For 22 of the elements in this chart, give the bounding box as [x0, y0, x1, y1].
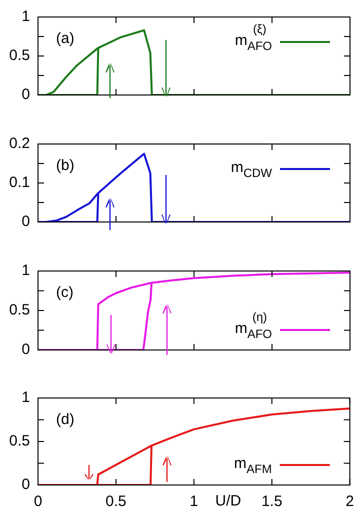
y-tick-label: 0.5	[9, 432, 30, 450]
x-tick-label: 1.5	[261, 493, 282, 510]
annotation: (c)	[56, 284, 74, 302]
y-tick-label: 0	[22, 341, 30, 358]
y-tick-label: 0	[22, 86, 30, 104]
x-tick-label: 0.5	[106, 493, 126, 510]
y-tick-label: 0.5	[9, 47, 30, 64]
y-tick-label: 0	[22, 476, 30, 494]
y-tick-label: 0	[22, 213, 30, 230]
y-tick-label: 1	[22, 8, 30, 26]
y-tick-label: 1	[22, 389, 30, 406]
annotation: (b)	[56, 157, 74, 174]
y-tick-label: 0.2	[9, 135, 30, 152]
x-tick-label: 2	[346, 493, 354, 510]
x-axis-title: U/D	[215, 492, 242, 510]
y-tick-label: 0.1	[9, 174, 30, 192]
x-tick-label: 0	[34, 493, 42, 510]
y-tick-label: 0.5	[9, 302, 30, 319]
x-tick-label: 1	[190, 493, 198, 510]
y-tick-label: 1	[22, 262, 30, 280]
annotation: (a)	[56, 30, 74, 48]
annotation: (d)	[56, 411, 74, 428]
